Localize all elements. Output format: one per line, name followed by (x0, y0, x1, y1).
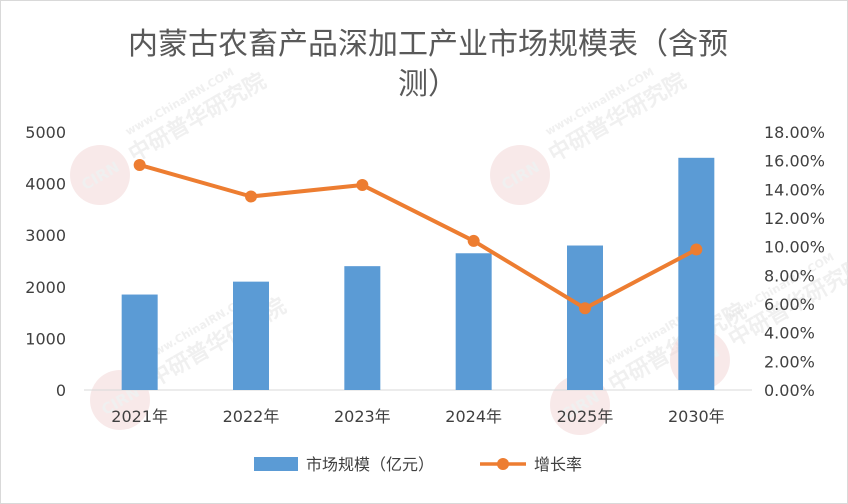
x-tick-label: 2022年 (223, 407, 280, 426)
series-line (137, 162, 699, 311)
right-tick-label: 4.00% (764, 324, 815, 343)
legend-line-label: 增长率 (534, 455, 582, 474)
right-tick-label: 8.00% (764, 266, 815, 285)
right-tick-label: 10.00% (764, 238, 825, 257)
left-tick-label: 4000 (25, 175, 66, 194)
line-point (467, 234, 480, 247)
line-point (356, 179, 369, 192)
right-tick-label: 18.00% (764, 123, 825, 142)
left-tick-label: 2000 (25, 278, 66, 297)
bar (233, 281, 269, 390)
legend-line-marker (497, 458, 509, 470)
bar (455, 253, 492, 390)
bar-series (121, 157, 715, 390)
left-tick-label: 0 (56, 381, 66, 400)
x-tick-label: 2023年 (334, 407, 391, 426)
x-axis-labels: 2021年 2022年 2023年 2024年 2025年 2030年 (111, 407, 724, 426)
x-tick-label: 2030年 (668, 407, 725, 426)
left-tick-label: 1000 (25, 329, 66, 348)
bar (678, 157, 715, 390)
left-axis: 0 1000 2000 3000 4000 5000 (25, 123, 66, 400)
chart-title-line-1: 内蒙古农畜产品深加工产业市场规模表（含预 (128, 27, 728, 62)
x-tick-label: 2021年 (111, 407, 168, 426)
legend: 市场规模（亿元） 增长率 (254, 455, 582, 474)
left-tick-label: 3000 (25, 226, 66, 245)
x-tick-label: 2025年 (557, 407, 614, 426)
watermark-logo-icon (70, 145, 130, 205)
left-tick-label: 5000 (25, 123, 66, 142)
bar (344, 266, 381, 390)
line-point (690, 243, 703, 256)
right-tick-label: 16.00% (764, 152, 825, 171)
legend-bar-label: 市场规模（亿元） (306, 455, 434, 474)
line-point (579, 302, 591, 315)
watermark-logo-icon (490, 145, 550, 205)
line-series (133, 158, 703, 315)
right-tick-label: 2.00% (764, 352, 815, 371)
right-tick-label: 12.00% (764, 209, 825, 228)
line-point (133, 158, 146, 171)
right-tick-label: 0.00% (764, 381, 815, 400)
chart-title-line-2: 测） (398, 67, 458, 102)
x-tick-label: 2024年 (445, 407, 502, 426)
bar (567, 245, 603, 390)
line-point (245, 190, 257, 203)
right-tick-label: 14.00% (764, 180, 825, 199)
bar (121, 294, 158, 390)
legend-bar-swatch (254, 457, 298, 471)
right-axis: 0.00% 2.00% 4.00% 6.00% 8.00% 10.00% 12.00% 14.… (764, 123, 825, 400)
right-tick-label: 6.00% (764, 295, 815, 314)
